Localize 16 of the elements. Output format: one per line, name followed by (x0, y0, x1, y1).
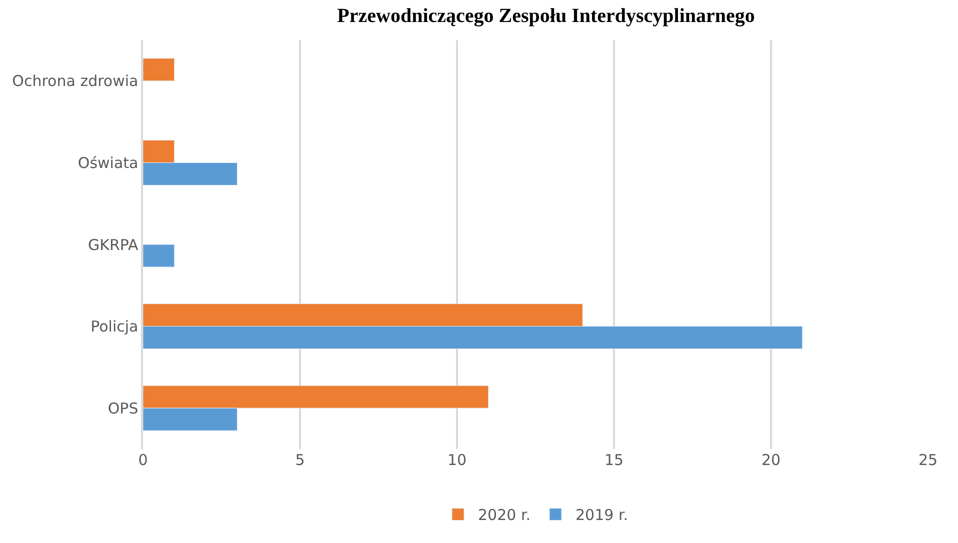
x-tick-label: 25 (918, 451, 938, 469)
y-tick-label: GKRPA (88, 236, 139, 254)
x-tick-label: 15 (604, 451, 624, 469)
y-tick-label: Policja (90, 318, 138, 336)
chart-title: Przewodniczącego Zespołu Interdyscyplinarnego (337, 5, 755, 28)
y-tick-label: Ochrona zdrowia (12, 72, 138, 90)
x-tick-label: 5 (295, 451, 305, 469)
y-tick-label: OPS (108, 399, 138, 418)
legend-label: 2020 r. (478, 506, 530, 524)
bar (143, 58, 175, 82)
x-tick-label: 0 (138, 451, 148, 469)
bar (143, 244, 175, 268)
x-tick-label: 20 (761, 451, 781, 469)
y-tick-label: Oświata (78, 154, 138, 172)
x-tick-label: 10 (447, 451, 467, 469)
legend-label: 2019 r. (576, 506, 628, 524)
